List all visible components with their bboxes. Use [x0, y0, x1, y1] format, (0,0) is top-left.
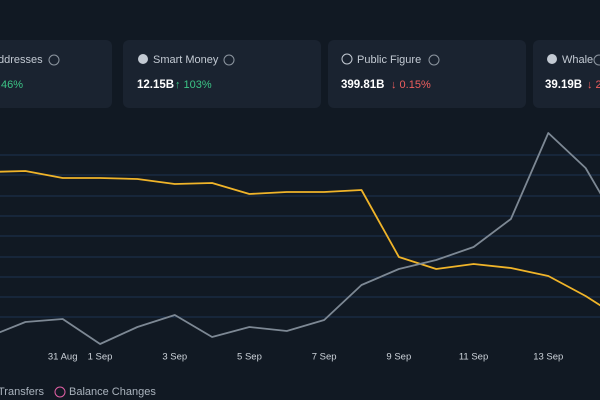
legend-label[interactable]: Balance Changes	[69, 386, 156, 398]
icon	[547, 54, 557, 64]
x-tick-label: 31 Aug	[48, 352, 78, 363]
x-tick-label: 1 Sep	[88, 352, 113, 363]
icon	[138, 54, 148, 64]
legend-marker	[54, 386, 66, 398]
icon	[341, 53, 353, 65]
card[interactable]	[328, 40, 526, 108]
card-value: 39.19B	[545, 79, 582, 91]
info-icon[interactable]	[593, 54, 600, 66]
card-change: .46%	[0, 79, 23, 91]
info-icon[interactable]	[223, 54, 235, 66]
legend-label[interactable]: Transfers	[0, 386, 45, 398]
card-title: Public Figure	[357, 54, 421, 66]
card-title: Smart Money	[153, 54, 219, 66]
info-icon[interactable]	[48, 54, 60, 66]
card-change: ↑ 103%	[175, 79, 212, 91]
card-value: 12.15B	[137, 79, 174, 91]
card-value: 399.81B	[341, 79, 384, 91]
card-change: ↓ 0.15%	[391, 79, 431, 91]
x-tick-label: 13 Sep	[533, 352, 563, 363]
x-tick-label: 11 Sep	[459, 352, 488, 363]
card[interactable]	[0, 40, 112, 108]
grid	[0, 154, 600, 318]
plot	[0, 132, 600, 345]
x-tick-label: 3 Sep	[162, 352, 187, 363]
card-title: ddresses	[0, 54, 43, 66]
card[interactable]	[123, 40, 321, 108]
card[interactable]	[533, 40, 600, 108]
info-icon[interactable]	[428, 54, 440, 66]
line-series	[0, 170, 600, 307]
x-tick-label: 9 Sep	[386, 352, 411, 363]
card-title: Whale	[562, 54, 593, 66]
x-tick-label: 7 Sep	[312, 352, 337, 363]
card-change: ↓ 2	[587, 79, 600, 91]
x-tick-label: 5 Sep	[237, 352, 262, 363]
line-series	[0, 132, 600, 345]
